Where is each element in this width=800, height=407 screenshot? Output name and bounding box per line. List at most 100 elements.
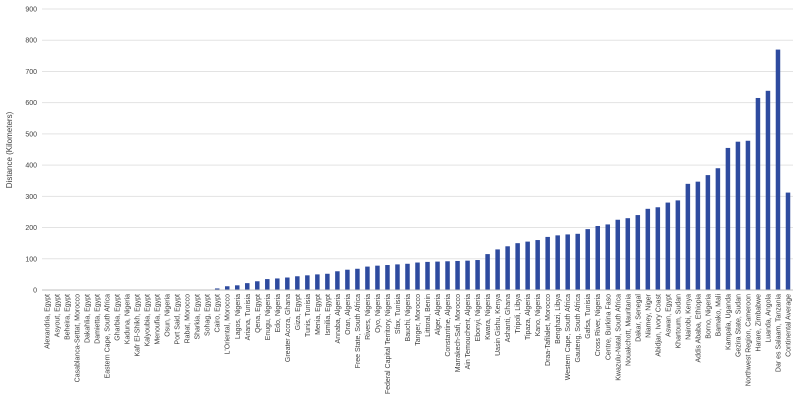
x-tick-label: Free State, South Africa [355,294,362,368]
x-tick-label: Beheira, Egypt [65,294,72,340]
x-tick-label: Menoufia, Egypt [155,294,162,345]
bar [315,274,320,290]
x-tick-label: Khartoum, Sudan [675,294,682,349]
gridlines [42,8,793,260]
bar [655,207,661,290]
x-tick-label: Littoral, Benin [425,294,432,337]
x-tick-label: Luanda, Angola [765,294,772,343]
x-tick-label: Oyo, Nigeria [375,294,382,333]
bar [545,236,550,290]
bar [515,243,520,290]
y-tick-label: 800 [25,38,37,45]
bar [635,215,641,290]
x-tick-label: Damietta, Egypt [95,294,102,344]
x-tick-label: Tanger, Morocco [415,294,422,346]
x-tick-label: Uasin Gishu, Kenya [495,294,502,356]
x-tick-label: Bamako, Mali [715,294,722,337]
x-tick-label: Kampala, Uganda [725,294,732,350]
bar [365,266,370,290]
x-tick-labels: Alexandria, Egypt Asyout, Egypt Beheira, E… [45,293,793,394]
x-tick-label: Gezira State, Sudan [735,294,742,357]
bar [725,147,731,290]
bar [705,175,711,290]
bar [385,265,390,290]
bar [214,288,220,290]
x-tick-label: Gharbia, Egypt [115,294,122,341]
x-tick-label: Osun, Nigeria [165,294,172,337]
bar [295,276,300,290]
bar [715,168,721,290]
bar [645,208,651,290]
x-tick-label: Casablanca-Settat, Morocco [75,294,82,382]
bar [275,278,280,290]
bar [755,97,761,290]
x-tick-label: Nairobi, Kenya [685,294,692,340]
x-tick-label: Tipaza, Algeria [525,294,532,340]
bar [605,224,611,290]
bar [435,261,440,290]
bar [505,246,510,290]
y-tick-label: 0 [33,288,37,295]
bar [565,234,570,290]
x-tick-label: Eastern Cape, South Africa [105,294,112,379]
y-tick-labels: 0 100 200 300 400 500 600 700 800 900 [25,7,37,295]
x-tick-label: Kwazulu-Natal, South Africa [615,294,622,381]
x-tick-label: Tripoli, Libya [515,294,522,334]
x-tick-label: Niamey, Niger [645,293,652,337]
x-tick-label: Menia, Egypt [315,294,322,335]
bar [695,181,701,290]
x-tick-label: Alger, Algeria [435,294,442,335]
bar [735,141,741,290]
x-tick-label: Ebonyi, Nigeria [475,294,482,342]
x-tick-label: Northwest Region, Cameroon [745,294,752,386]
bar [775,49,781,290]
x-tick-label: Greater Accra, Ghana [285,294,292,362]
bar [495,249,500,290]
bar [625,218,631,290]
bar [575,233,580,290]
x-tick-label: Port Said, Egypt [175,294,182,345]
x-tick-label: Nouakchott, Mauritania [625,294,632,366]
bar [305,275,310,290]
x-tick-label: Gafsa, Tunisia [585,294,592,339]
bar [224,286,230,290]
bar [785,192,791,290]
x-tick-label: Alexandria, Egypt [45,294,52,349]
x-tick-label: Qena, Egypt [255,294,262,333]
bar [325,273,330,290]
bar [415,262,420,290]
bar [535,240,540,290]
bar [685,183,691,290]
x-tick-label: Constantine, Algeria [445,294,452,357]
bar [675,200,681,290]
bar [745,140,751,290]
x-tick-label: Gauteng, South Africa [575,294,582,363]
bar [445,261,450,290]
x-tick-label: Kalyoubia, Egypt [145,294,152,347]
x-tick-label: Addis Ababa, Ethiopia [695,294,702,363]
bar [245,283,250,290]
bar [395,264,400,290]
x-tick-label: Cross River, Nigeria [595,294,602,356]
y-tick-label: 300 [25,194,37,201]
x-tick-label: Kano, Nigeria [535,294,542,337]
x-tick-label: Bauchi, Nigeria [405,294,412,342]
y-tick-label: 500 [25,131,37,138]
x-tick-label: Benghazi, Libya [555,294,562,344]
x-tick-label: Dakahlia, Egypt [85,294,92,343]
bar [255,281,260,290]
x-tick-label: Ashanti, Ghana [505,294,512,342]
x-tick-label: Continental Average [785,294,792,357]
y-tick-label: 400 [25,163,37,170]
x-tick-label: Abidjan, Ivory Coast [655,294,662,357]
bar [465,260,470,290]
x-tick-label: Ismilia, Egypt [325,294,332,336]
x-tick-label: Kwara, Nigeria [485,294,492,340]
x-tick-label: Harare, Zimbabwe [755,294,762,352]
x-tick-label: Oran, Algeria [345,294,352,335]
bar [405,263,410,290]
bar [765,90,771,291]
x-tick-label: Kafr El-Shikh, Egypt [135,294,142,357]
